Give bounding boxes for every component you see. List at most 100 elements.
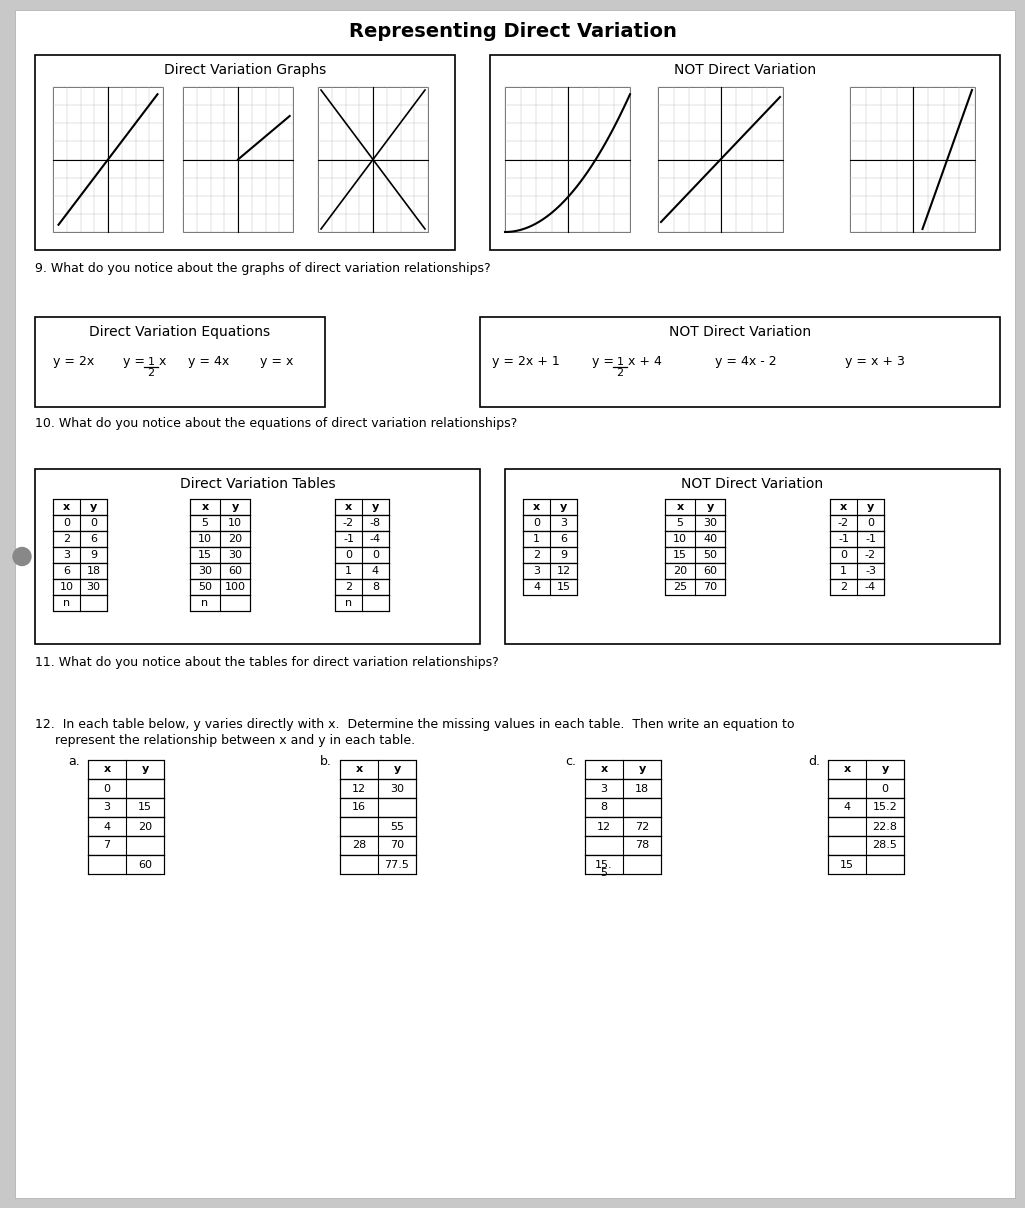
Bar xyxy=(490,56,1000,250)
Text: 28: 28 xyxy=(352,841,366,850)
Text: -2: -2 xyxy=(343,518,354,528)
Text: 15.2: 15.2 xyxy=(872,802,897,813)
Bar xyxy=(318,87,428,232)
Text: y = 4x: y = 4x xyxy=(188,355,230,368)
Text: 30: 30 xyxy=(198,567,212,576)
Bar xyxy=(828,836,904,855)
Text: 50: 50 xyxy=(703,550,718,561)
Text: 18: 18 xyxy=(86,567,100,576)
Text: 3: 3 xyxy=(601,784,608,794)
Bar xyxy=(340,817,416,836)
Text: 0: 0 xyxy=(372,550,379,561)
Bar xyxy=(190,499,250,515)
Bar xyxy=(828,855,904,875)
Text: -2: -2 xyxy=(865,550,876,561)
Text: 12: 12 xyxy=(597,821,611,831)
Text: 30: 30 xyxy=(703,518,718,528)
Text: y: y xyxy=(560,503,567,512)
Bar xyxy=(340,836,416,855)
Text: 60: 60 xyxy=(703,567,718,576)
Bar xyxy=(523,515,577,532)
Text: NOT Direct Variation: NOT Direct Variation xyxy=(682,477,823,490)
Bar xyxy=(523,532,577,547)
Text: 2: 2 xyxy=(345,582,352,592)
Text: 2: 2 xyxy=(63,534,70,544)
Text: a.: a. xyxy=(68,755,80,768)
Text: 6: 6 xyxy=(560,534,567,544)
Bar xyxy=(585,760,661,779)
Bar xyxy=(665,547,725,563)
Text: Direct Variation Graphs: Direct Variation Graphs xyxy=(164,63,326,77)
Text: 70: 70 xyxy=(390,841,404,850)
Text: 12: 12 xyxy=(352,784,366,794)
Text: 0: 0 xyxy=(63,518,70,528)
Text: y = x + 3: y = x + 3 xyxy=(845,355,905,368)
Text: 28.5: 28.5 xyxy=(872,841,898,850)
Text: 2: 2 xyxy=(148,368,155,378)
Text: 2: 2 xyxy=(533,550,540,561)
Text: x: x xyxy=(159,355,166,368)
Text: b.: b. xyxy=(320,755,332,768)
Bar xyxy=(585,779,661,798)
Text: 0: 0 xyxy=(90,518,97,528)
Bar xyxy=(190,596,250,611)
Text: represent the relationship between x and y in each table.: represent the relationship between x and… xyxy=(35,734,415,747)
Text: 55: 55 xyxy=(390,821,404,831)
Text: 1: 1 xyxy=(616,358,623,367)
Text: 1: 1 xyxy=(345,567,352,576)
Text: y: y xyxy=(232,503,239,512)
Bar xyxy=(35,316,325,407)
Text: 0: 0 xyxy=(867,518,874,528)
Text: y = 2x + 1: y = 2x + 1 xyxy=(492,355,560,368)
Bar xyxy=(53,532,107,547)
Text: n: n xyxy=(202,598,208,608)
Text: y: y xyxy=(141,765,149,774)
Text: -3: -3 xyxy=(865,567,876,576)
Text: 5: 5 xyxy=(601,869,608,878)
Bar xyxy=(665,499,725,515)
Bar xyxy=(53,87,163,232)
Bar xyxy=(53,499,107,515)
Bar xyxy=(665,515,725,532)
Text: x: x xyxy=(104,765,111,774)
Text: y: y xyxy=(882,765,889,774)
Text: 10: 10 xyxy=(228,518,242,528)
Bar xyxy=(665,579,725,596)
Bar xyxy=(340,855,416,875)
Text: y: y xyxy=(639,765,646,774)
Text: 1: 1 xyxy=(533,534,540,544)
Text: x: x xyxy=(839,503,847,512)
Bar xyxy=(830,547,884,563)
Bar xyxy=(53,563,107,579)
Text: 8: 8 xyxy=(372,582,379,592)
Text: 1: 1 xyxy=(148,358,155,367)
Text: 15: 15 xyxy=(138,802,152,813)
Text: 9: 9 xyxy=(560,550,567,561)
Bar xyxy=(190,532,250,547)
Text: y =: y = xyxy=(592,355,614,368)
Text: -1: -1 xyxy=(343,534,354,544)
Text: 4: 4 xyxy=(104,821,111,831)
Text: 22.8: 22.8 xyxy=(872,821,898,831)
Text: 100: 100 xyxy=(224,582,246,592)
Text: y: y xyxy=(394,765,401,774)
Text: c.: c. xyxy=(565,755,576,768)
Text: 12.  In each table below, y varies directly with x.  Determine the missing value: 12. In each table below, y varies direct… xyxy=(35,718,794,731)
Text: -8: -8 xyxy=(370,518,381,528)
Text: 70: 70 xyxy=(703,582,718,592)
Text: 10: 10 xyxy=(59,582,74,592)
Bar xyxy=(183,87,293,232)
Text: 15.: 15. xyxy=(596,860,613,870)
Text: d.: d. xyxy=(808,755,820,768)
Text: x + 4: x + 4 xyxy=(628,355,662,368)
Bar xyxy=(828,798,904,817)
Text: y: y xyxy=(867,503,874,512)
Text: 11. What do you notice about the tables for direct variation relationships?: 11. What do you notice about the tables … xyxy=(35,656,499,669)
Bar xyxy=(335,547,390,563)
Text: 25: 25 xyxy=(673,582,687,592)
Text: NOT Direct Variation: NOT Direct Variation xyxy=(669,325,811,339)
Bar xyxy=(53,515,107,532)
Text: y: y xyxy=(372,503,379,512)
Bar xyxy=(35,469,480,644)
Text: 40: 40 xyxy=(703,534,718,544)
